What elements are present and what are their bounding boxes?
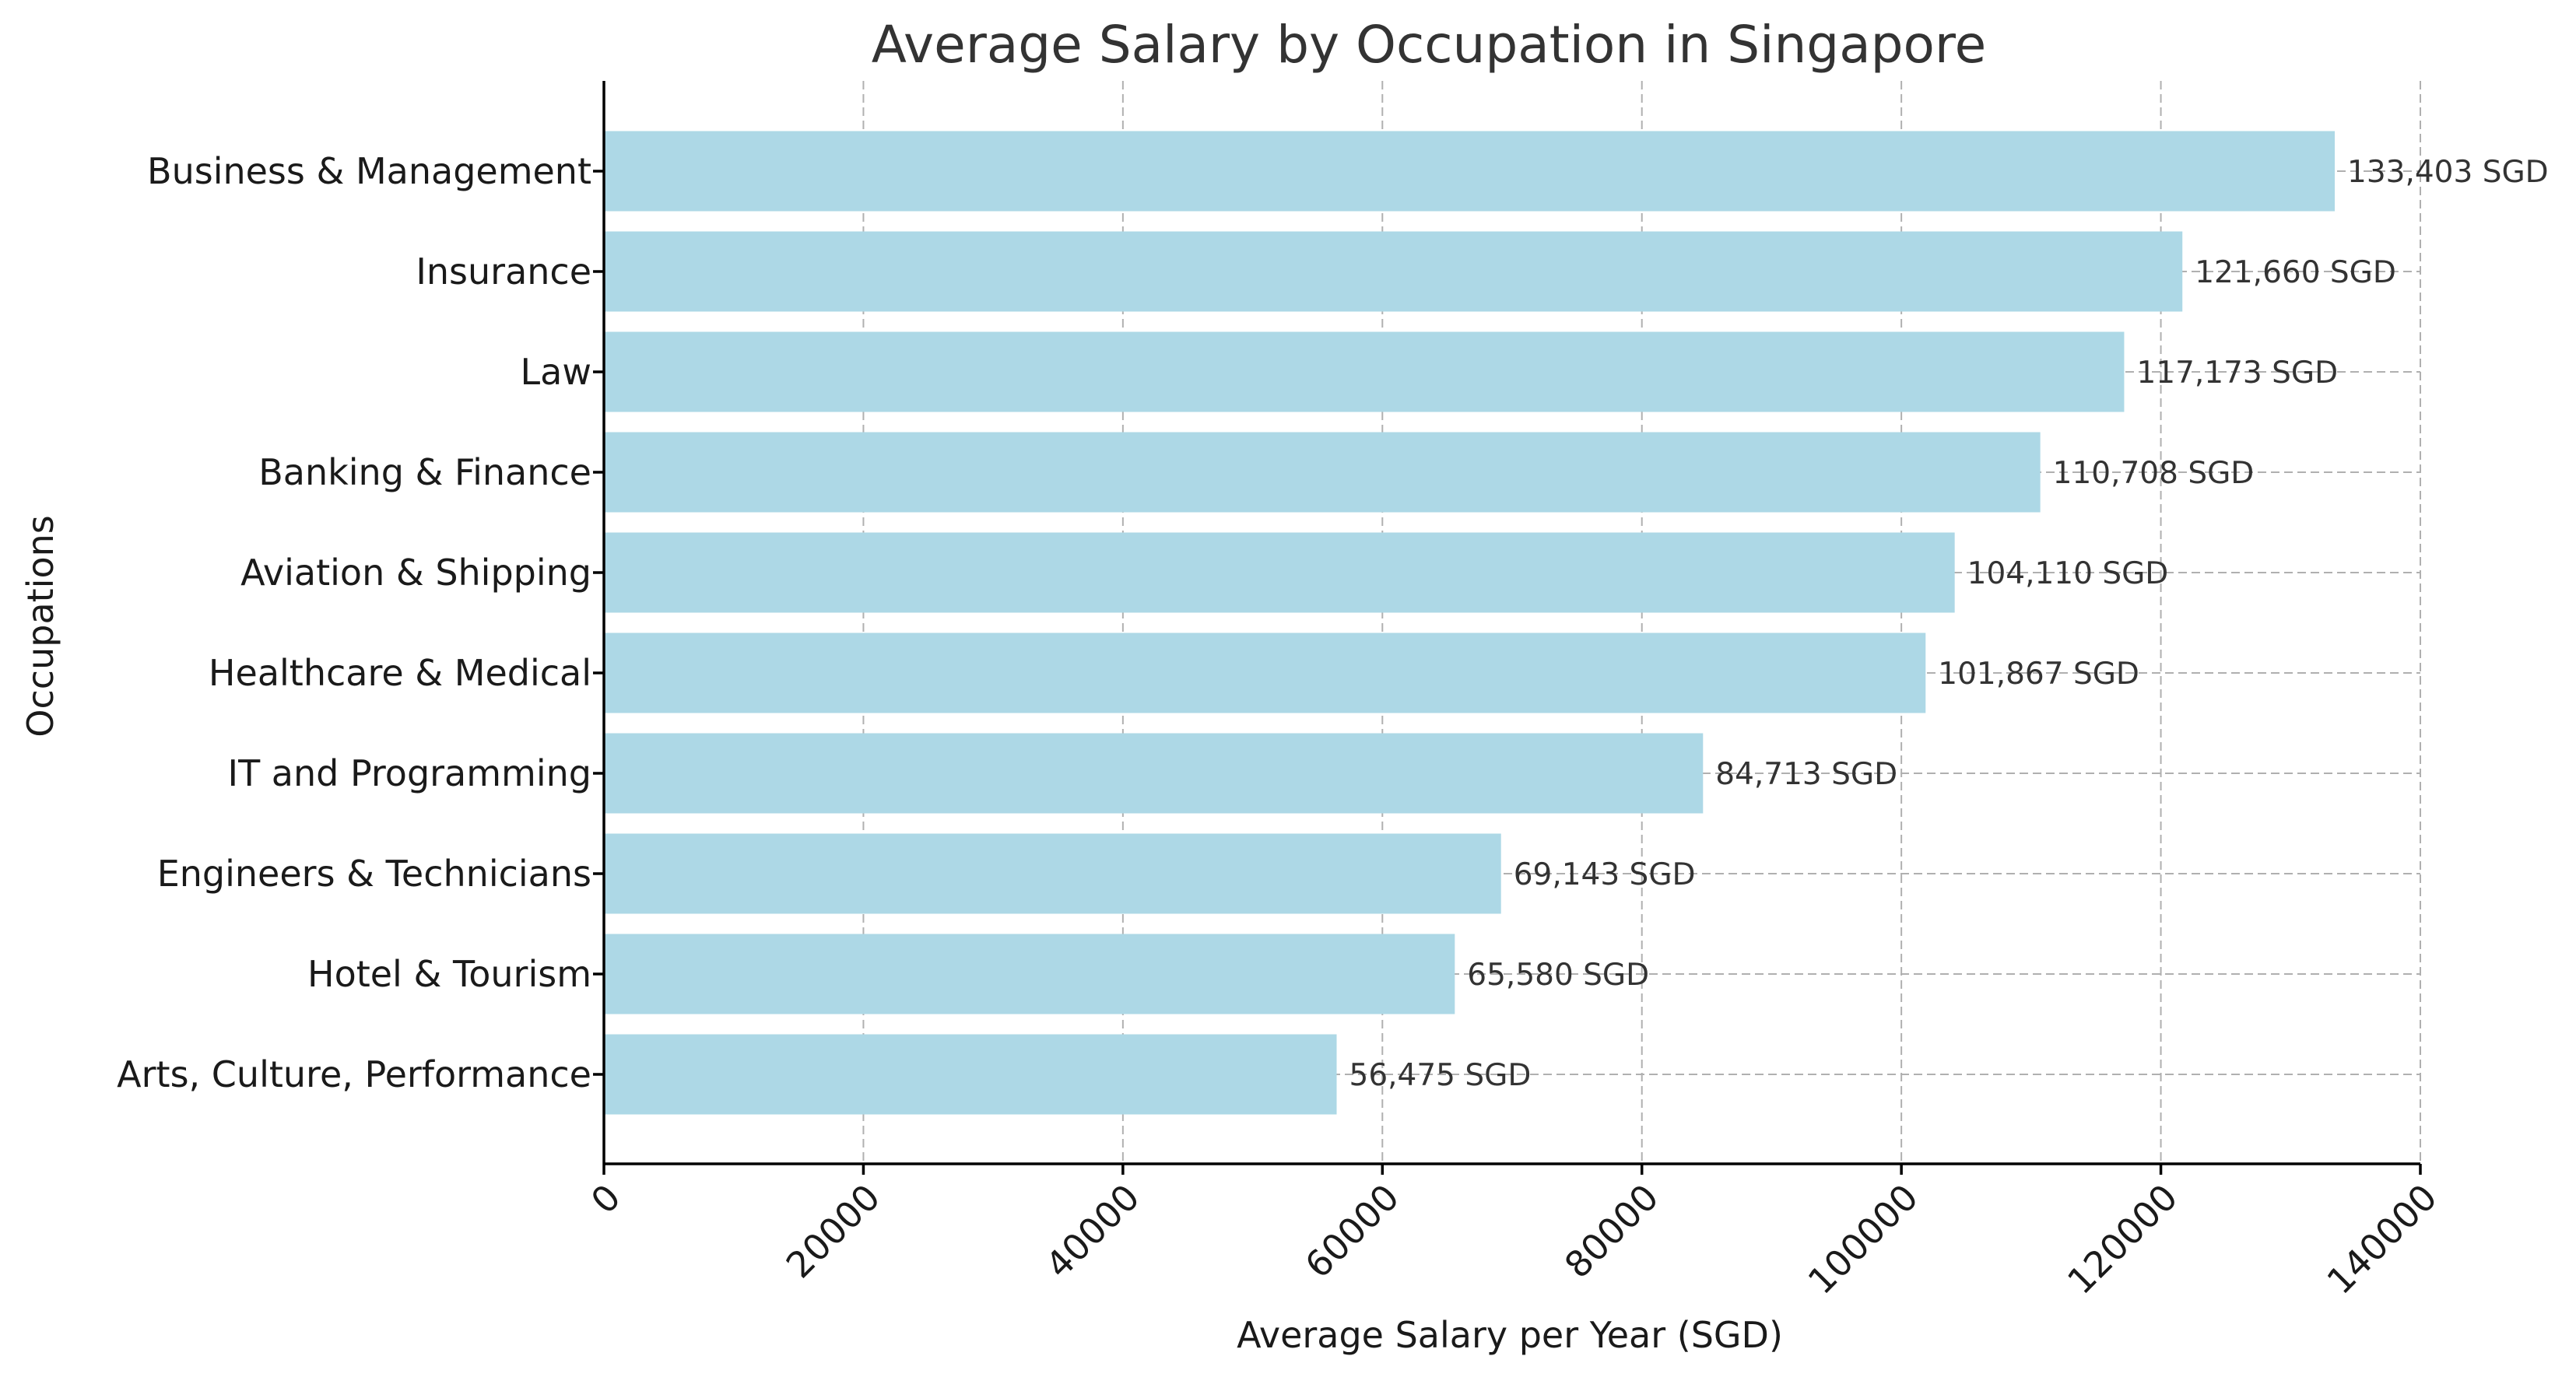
y-tick-label: Aviation & Shipping	[240, 552, 591, 594]
bar	[604, 833, 1501, 914]
y-tick-label: Healthcare & Medical	[209, 652, 591, 694]
bar-value-label: 84,713 SGD	[1715, 757, 1897, 792]
y-tick-label: Engineers & Technicians	[157, 853, 591, 895]
bar-value-label: 133,403 SGD	[2347, 155, 2549, 190]
bar	[604, 1034, 1337, 1115]
bar-value-label: 117,173 SGD	[2136, 356, 2338, 391]
bar-value-label: 104,110 SGD	[1967, 556, 2169, 591]
bar-value-label: 121,660 SGD	[2195, 255, 2396, 290]
x-tick-label: 80000	[1556, 1176, 1667, 1287]
x-tick-label: 140000	[2318, 1176, 2444, 1302]
y-tick-label: Law	[521, 351, 591, 393]
x-tick-label: 20000	[778, 1176, 889, 1287]
bar	[604, 331, 2125, 412]
bar-layer	[604, 131, 2336, 1115]
bar	[604, 231, 2183, 312]
x-tick-label: 60000	[1297, 1176, 1407, 1287]
bar	[604, 131, 2336, 212]
x-tick-layer: 0 20000 40000 60000 80000 100000 120000 140000	[583, 1164, 2445, 1302]
y-tick-label: Insurance	[416, 251, 591, 293]
x-tick-label: 120000	[2059, 1176, 2185, 1302]
y-tick-layer: Business & Management Insurance Law Banking…	[117, 150, 604, 1095]
data-label-layer: 133,403 SGD 121,660 SGD 117,173 SGD 110,708…	[1349, 155, 2549, 1093]
y-tick-label: IT and Programming	[228, 752, 591, 794]
bar	[604, 532, 1955, 613]
x-tick-label: 40000	[1037, 1176, 1148, 1287]
y-tick-label: Arts, Culture, Performance	[117, 1053, 591, 1095]
bar	[604, 934, 1455, 1014]
bar-value-label: 101,867 SGD	[1938, 657, 2139, 692]
y-axis-label: Occupations	[19, 515, 61, 737]
x-axis-label: Average Salary per Year (SGD)	[1237, 1314, 1783, 1356]
x-tick-label: 100000	[1800, 1176, 1926, 1302]
y-tick-label: Hotel & Tourism	[307, 953, 591, 995]
y-tick-label: Banking & Finance	[258, 451, 591, 493]
bar-value-label: 56,475 SGD	[1349, 1058, 1532, 1093]
bar-value-label: 65,580 SGD	[1467, 958, 1649, 993]
bar	[604, 432, 2041, 513]
x-tick-label: 0	[583, 1176, 629, 1222]
bar-value-label: 110,708 SGD	[2053, 456, 2255, 491]
bar	[604, 733, 1704, 814]
bar-value-label: 69,143 SGD	[1514, 857, 1696, 892]
chart-title: Average Salary by Occupation in Singapor…	[872, 15, 1986, 75]
y-tick-label: Business & Management	[147, 150, 591, 192]
bar	[604, 632, 1926, 713]
